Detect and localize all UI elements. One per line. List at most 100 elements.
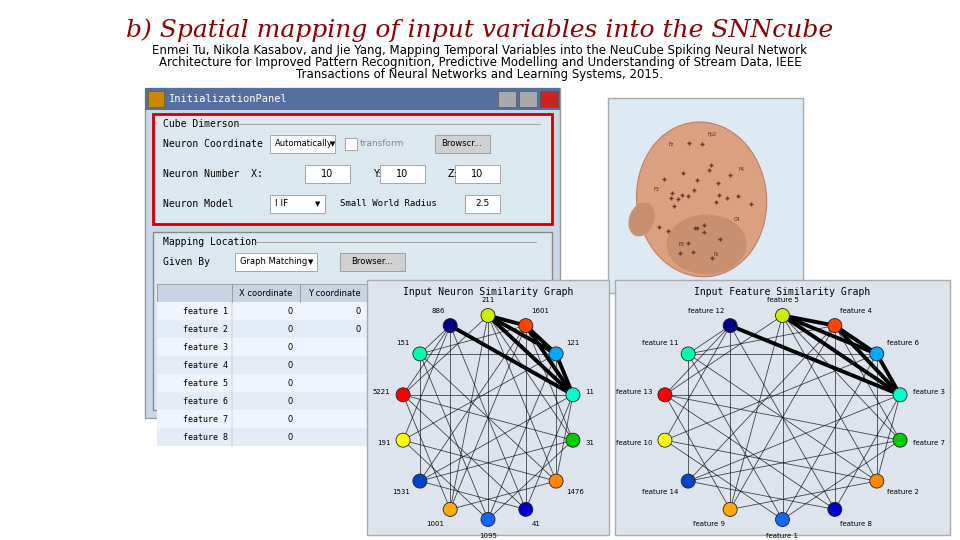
Bar [455,165,500,183]
Text: Browser...: Browser... [351,258,393,267]
Text: Y:: Y: [373,169,381,179]
Circle shape [776,512,789,526]
Circle shape [893,433,907,447]
Text: 0: 0 [288,379,293,388]
Text: 31: 31 [586,440,594,446]
Text: 11: 11 [586,389,594,395]
Text: 10: 10 [470,169,483,179]
Bar [157,302,532,320]
Circle shape [518,502,533,516]
Circle shape [828,319,842,333]
Text: 0: 0 [288,342,293,352]
Bar [235,253,317,271]
Text: Graph Matching: Graph Matching [240,258,307,267]
Text: 151: 151 [396,340,410,346]
Text: I IF: I IF [275,199,288,208]
Circle shape [444,319,457,333]
Text: 0: 0 [288,307,293,315]
Bar [540,91,558,107]
Circle shape [682,474,695,488]
Circle shape [870,474,884,488]
Text: 1476: 1476 [566,489,584,495]
Text: Transactions of Neural Networks and Learning Systems, 2015.: Transactions of Neural Networks and Lear… [297,68,663,81]
Text: 0: 0 [424,307,429,315]
Text: Z:: Z: [448,169,458,179]
Circle shape [658,388,672,402]
Text: InitializationPanel: InitializationPanel [169,94,288,104]
Text: feature 4: feature 4 [183,361,228,369]
Bar [531,304,541,324]
Text: 0: 0 [288,325,293,334]
Text: transform: transform [360,139,404,148]
Circle shape [549,347,564,361]
Text: feature 2: feature 2 [183,325,228,334]
Bar [157,284,544,302]
Circle shape [658,433,672,447]
Text: ▼: ▼ [308,259,313,265]
Text: Neuron Model: Neuron Model [163,199,233,209]
Bar [270,135,335,153]
Text: C4: C4 [733,217,740,222]
Text: 1001: 1001 [426,521,444,527]
Bar [157,374,532,392]
Bar [157,428,532,446]
Text: feature 7: feature 7 [913,440,945,446]
Bar [615,280,950,535]
Text: feature 3: feature 3 [183,342,228,352]
Text: F4: F4 [738,167,745,172]
Bar [530,302,542,446]
Bar [157,356,532,374]
Text: ▼: ▼ [315,201,321,207]
Text: Small World Radius: Small World Radius [340,199,437,208]
Text: 2.5: 2.5 [475,199,490,208]
Bar [148,91,164,107]
Text: 10: 10 [321,169,333,179]
Ellipse shape [636,122,767,277]
Circle shape [413,347,427,361]
Bar [367,280,609,535]
Text: feature 8: feature 8 [840,521,873,527]
Bar [435,135,490,153]
Text: X coordinate: X coordinate [239,288,293,298]
Text: 0: 0 [288,415,293,423]
Bar [145,88,560,110]
Circle shape [893,388,907,402]
Text: Cube Dimerson: Cube Dimerson [163,119,239,129]
Bar [498,91,516,107]
Circle shape [481,512,495,526]
Text: feature 9: feature 9 [692,521,725,527]
Circle shape [870,347,884,361]
Text: feature 5: feature 5 [183,379,228,388]
Text: P3: P3 [679,242,684,247]
Circle shape [396,433,410,447]
Text: Input Neuron Similarity Graph: Input Neuron Similarity Graph [403,287,573,297]
Text: 0: 0 [356,325,361,334]
Text: 0: 0 [424,325,429,334]
Text: feature 3: feature 3 [913,389,945,395]
Text: Pz: Pz [714,252,719,257]
Text: feature 4: feature 4 [840,308,873,314]
Text: feature 12: feature 12 [688,308,725,314]
Text: 886: 886 [431,308,444,314]
Bar [157,392,532,410]
Bar [145,88,560,418]
Text: Fp2: Fp2 [708,132,716,137]
Circle shape [444,502,457,516]
Text: Neuron Number  X:: Neuron Number X: [163,169,263,179]
Circle shape [723,319,737,333]
Text: Neuron Coordinate: Neuron Coordinate [163,139,263,149]
Text: feature 1: feature 1 [183,307,228,315]
Text: Browscr...: Browscr... [442,139,483,148]
Text: feature 11: feature 11 [641,340,678,346]
Text: Zcoordinate: Zcoordinate [376,288,427,298]
Text: b) Spatial mapping of input variables into the SNNcube: b) Spatial mapping of input variables in… [127,18,833,42]
Text: feature 8: feature 8 [183,433,228,442]
Text: Y coordinate: Y coordinate [308,288,360,298]
Text: 41: 41 [532,521,540,527]
Bar [153,232,552,410]
Text: Mapping Location: Mapping Location [163,237,257,247]
Bar [270,195,325,213]
Text: feature 2: feature 2 [887,489,919,495]
Circle shape [518,319,533,333]
Text: 0: 0 [288,396,293,406]
